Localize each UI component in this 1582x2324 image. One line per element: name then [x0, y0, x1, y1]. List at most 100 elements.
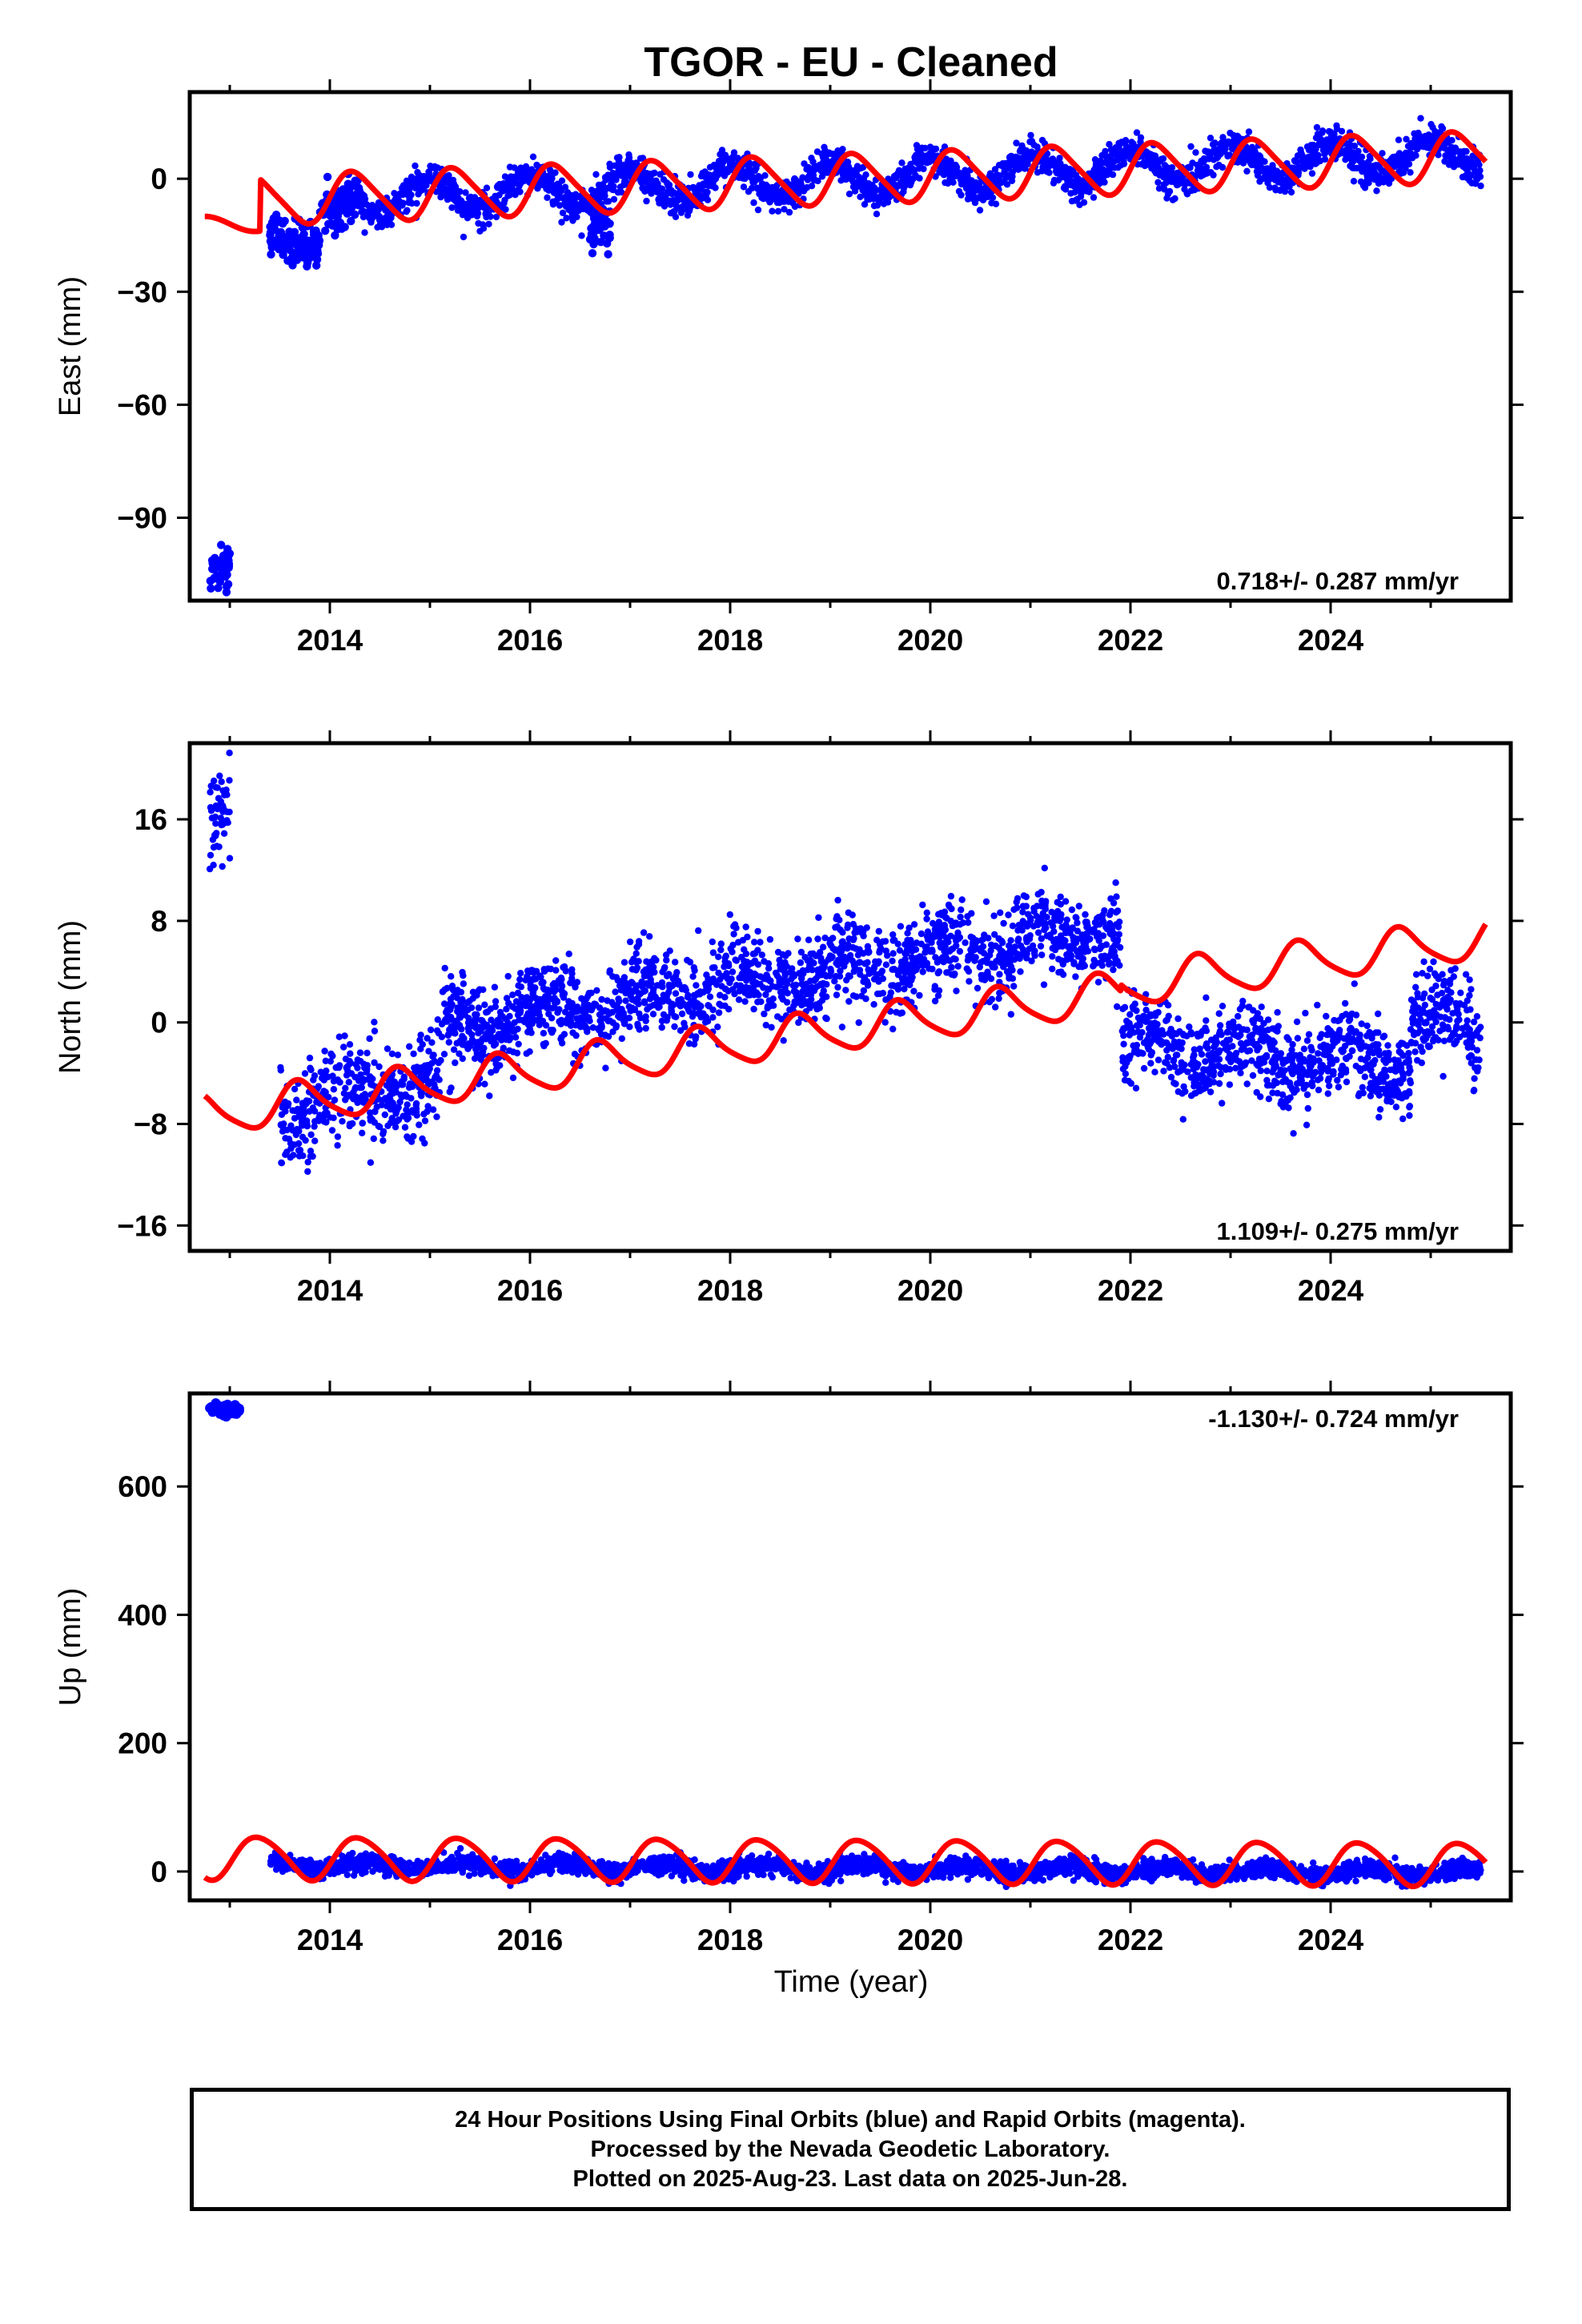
data-point: [984, 971, 992, 979]
data-point: [311, 1123, 318, 1130]
data-point: [881, 1019, 889, 1026]
data-point: [534, 185, 541, 192]
data-point: [783, 999, 791, 1006]
data-point: [615, 995, 622, 1003]
data-point: [445, 1039, 452, 1046]
data-point: [950, 955, 958, 963]
data-point: [375, 1063, 383, 1071]
data-point: [342, 1084, 349, 1092]
data-point: [730, 149, 738, 156]
data-point: [1106, 959, 1114, 967]
data-point: [431, 1058, 439, 1065]
data-point: [492, 213, 500, 221]
data-point: [610, 195, 618, 203]
data-point: [481, 1080, 488, 1088]
data-point: [742, 950, 750, 958]
data-point: [416, 1036, 424, 1043]
data-point: [897, 923, 905, 930]
data-point: [863, 924, 870, 931]
data-point: [932, 923, 940, 930]
data-point: [334, 1063, 341, 1072]
data-point: [1040, 981, 1048, 988]
data-point: [1350, 178, 1358, 185]
data-point: [598, 995, 605, 1003]
data-point: [400, 1081, 407, 1088]
data-point: [438, 1033, 446, 1041]
data-point: [560, 994, 568, 1001]
data-point: [321, 227, 330, 235]
data-point: [857, 971, 864, 979]
data-point: [964, 956, 972, 964]
data-point: [842, 987, 849, 994]
data-point: [1034, 929, 1042, 936]
data-point: [464, 1019, 472, 1027]
data-point: [441, 1000, 448, 1007]
data-point: [1168, 164, 1176, 171]
data-point: [492, 998, 500, 1005]
x-tick-label: 2018: [697, 624, 763, 657]
data-point: [284, 1100, 292, 1108]
data-point: [991, 166, 999, 173]
data-point: [794, 935, 801, 943]
data-point: [549, 1027, 556, 1034]
data-point: [437, 1056, 444, 1064]
data-point: [551, 979, 558, 987]
data-point: [1051, 916, 1058, 923]
data-point: [207, 584, 215, 593]
data-point: [926, 158, 934, 166]
data-point: [604, 198, 612, 205]
data-point: [293, 1096, 300, 1104]
data-point: [1015, 922, 1022, 929]
data-point: [210, 843, 218, 851]
data-point: [446, 1088, 453, 1096]
data-point: [394, 1117, 401, 1125]
data-point: [423, 1075, 430, 1082]
data-point: [565, 951, 572, 958]
data-point: [583, 1007, 590, 1015]
data-point: [598, 1024, 605, 1031]
data-point: [717, 991, 724, 999]
data-point: [319, 1069, 327, 1076]
data-point: [1192, 149, 1199, 156]
data-point: [1013, 139, 1020, 147]
data-point: [587, 224, 596, 233]
data-point: [674, 1000, 682, 1007]
data-point: [481, 1001, 488, 1008]
data-point: [686, 959, 694, 966]
data-point: [590, 234, 599, 243]
data-point: [401, 1124, 409, 1131]
data-point: [931, 997, 939, 1005]
data-point: [761, 958, 768, 965]
data-point: [266, 231, 275, 239]
data-point: [469, 995, 476, 1002]
data-point: [441, 986, 448, 994]
data-point: [766, 935, 774, 943]
data-point: [908, 954, 916, 961]
data-point: [678, 1010, 686, 1018]
data-point: [781, 971, 789, 979]
data-point: [754, 927, 761, 935]
data-point: [709, 1014, 717, 1021]
data-point: [513, 1049, 521, 1057]
data-point: [296, 1147, 304, 1154]
data-point: [757, 980, 764, 988]
data-point: [935, 987, 943, 995]
data-point: [882, 996, 889, 1003]
data-point: [345, 185, 354, 194]
data-point: [600, 231, 608, 240]
data-point: [516, 975, 524, 983]
data-point: [622, 997, 629, 1004]
data-point: [595, 225, 604, 235]
data-point: [226, 750, 233, 757]
data-point: [714, 1023, 721, 1031]
data-point: [690, 1040, 698, 1048]
data-point: [617, 188, 625, 196]
data-point: [1211, 139, 1219, 147]
data-point: [312, 261, 321, 270]
data-point: [1210, 171, 1217, 179]
data-point: [1403, 135, 1410, 143]
data-point: [361, 229, 368, 236]
data-point: [502, 206, 509, 213]
data-point: [307, 1066, 315, 1074]
data-point: [928, 939, 935, 947]
